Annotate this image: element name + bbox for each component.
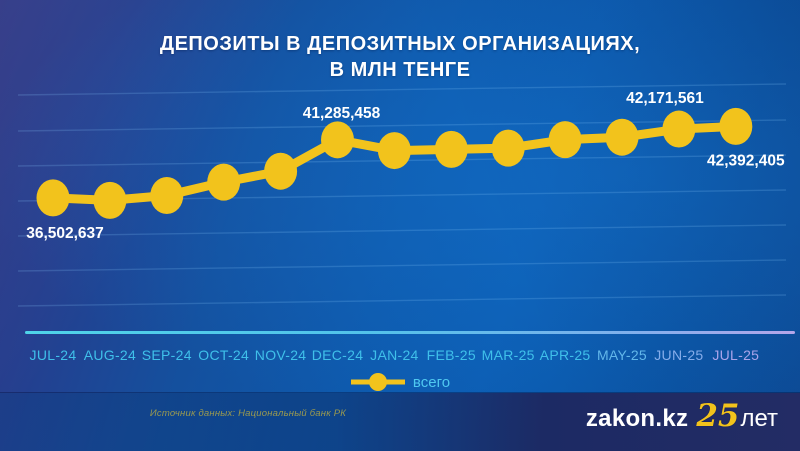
data-point xyxy=(377,132,411,170)
data-point xyxy=(434,130,468,168)
gridline xyxy=(17,83,787,96)
legend: всего xyxy=(0,372,800,392)
logo-site-name: zakon.kz xyxy=(585,405,689,432)
gridline xyxy=(17,119,787,132)
value-label: 41,285,458 xyxy=(303,105,381,122)
data-point xyxy=(321,121,354,159)
gridline xyxy=(17,294,787,307)
data-source-note: Источник данных: Национальный банк РК xyxy=(149,408,347,419)
footer-band: Источник данных: Национальный банк РК za… xyxy=(0,393,800,451)
data-point xyxy=(36,179,70,217)
data-point xyxy=(662,110,696,148)
data-point xyxy=(719,107,753,145)
value-label: 42,392,405 xyxy=(707,152,785,169)
logo-anniversary-suffix: лет xyxy=(740,405,778,432)
value-label: 36,502,637 xyxy=(26,225,104,242)
legend-label: всего xyxy=(412,373,451,391)
data-point xyxy=(605,118,639,156)
legend-line-marker-icon xyxy=(350,373,405,391)
data-point xyxy=(207,163,241,201)
data-point xyxy=(93,181,127,219)
gridline xyxy=(17,259,787,272)
x-axis-line xyxy=(25,331,795,334)
data-point xyxy=(264,152,298,190)
chart-title-line2: В МЛН ТЕНГЕ xyxy=(329,59,471,81)
chart-title: ДЕПОЗИТЫ В ДЕПОЗИТНЫХ ОРГАНИЗАЦИЯХ, В МЛ… xyxy=(0,31,800,83)
data-point xyxy=(491,129,525,167)
value-label: 42,171,561 xyxy=(626,90,704,107)
data-point xyxy=(548,121,582,159)
data-point xyxy=(150,177,184,214)
chart-title-line1: ДЕПОЗИТЫ В ДЕПОЗИТНЫХ ОРГАНИЗАЦИЯХ, xyxy=(159,33,641,55)
gridline xyxy=(17,224,787,237)
logo-anniversary-number: 25 xyxy=(696,398,740,434)
zakon-kz-logo: zakon.kz 25 лет xyxy=(586,401,778,433)
